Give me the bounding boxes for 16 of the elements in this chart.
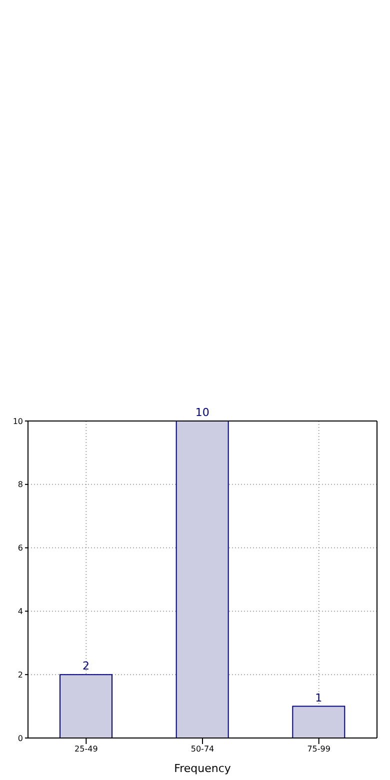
- bar: [176, 421, 229, 738]
- x-tick-label: 25-49: [74, 744, 98, 754]
- y-tick-label: 8: [18, 480, 23, 490]
- bar: [60, 674, 112, 738]
- data-label: 2: [82, 660, 90, 673]
- y-tick-label: 0: [18, 734, 23, 743]
- x-axis-title: Frequency: [174, 762, 232, 775]
- x-tick-label: 75-99: [307, 744, 330, 754]
- data-label: 1: [315, 691, 322, 704]
- y-tick-label: 2: [18, 670, 23, 680]
- data-label: 10: [195, 406, 210, 419]
- y-tick-label: 6: [18, 544, 23, 553]
- bar: [292, 706, 346, 738]
- x-tick-label: 50-74: [190, 744, 214, 754]
- y-tick-label: 10: [12, 416, 23, 426]
- y-tick-label: 4: [18, 607, 23, 616]
